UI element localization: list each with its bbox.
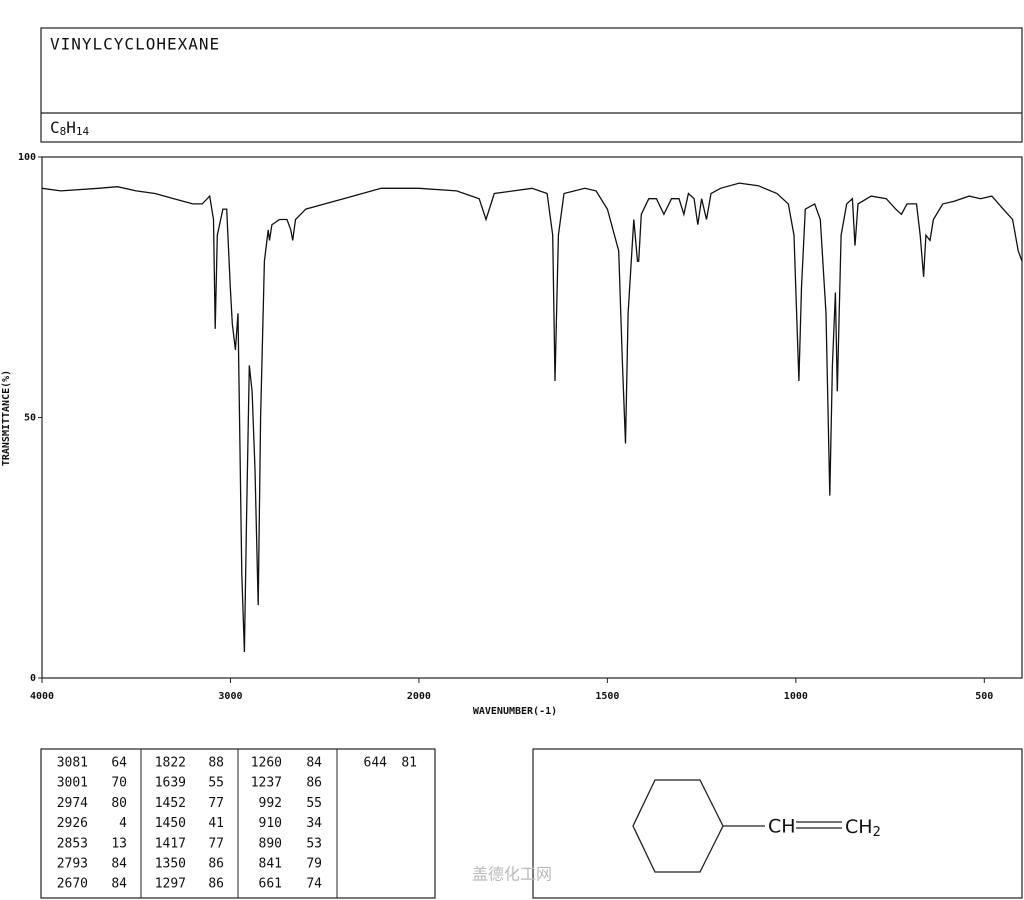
formula-part: C: [50, 118, 60, 137]
peak-transmittance: 86: [208, 877, 224, 892]
peak-wavenumber: 1350: [155, 857, 186, 872]
peak-transmittance: 70: [111, 776, 127, 791]
peak-wavenumber: 2853: [57, 836, 88, 851]
structure-label: CH: [768, 816, 796, 838]
cyclohexane-ring: [632, 779, 724, 873]
watermark: 盖德化工网: [472, 865, 552, 884]
peak-transmittance: 4: [119, 816, 127, 831]
peak-wavenumber: 644: [364, 756, 388, 771]
peak-wavenumber: 1452: [155, 796, 186, 811]
structure-box: [532, 748, 1023, 899]
peak-wavenumber: 910: [259, 816, 282, 831]
formula-part: 8: [60, 125, 67, 138]
y-tick-label: 100: [18, 152, 36, 163]
peak-transmittance: 53: [306, 836, 322, 851]
peak-wavenumber: 2926: [57, 816, 88, 831]
formula-part: 14: [76, 125, 90, 138]
peak-wavenumber: 890: [259, 836, 282, 851]
y-axis-label: TRANSMITTANCE(%): [1, 370, 12, 466]
structure-label: CH: [845, 816, 873, 838]
peak-transmittance: 81: [401, 756, 417, 771]
peak-transmittance: 74: [306, 877, 322, 892]
peak-wavenumber: 841: [259, 857, 282, 872]
y-tick-label: 0: [30, 673, 36, 684]
peak-wavenumber: 661: [259, 877, 282, 892]
x-tick-label: 500: [975, 691, 993, 702]
peak-wavenumber: 1822: [155, 756, 186, 771]
y-tick-label: 50: [24, 413, 36, 424]
peak-transmittance: 86: [208, 857, 224, 872]
peak-wavenumber: 1260: [251, 756, 282, 771]
peak-wavenumber: 2670: [57, 877, 88, 892]
x-tick-label: 2000: [407, 691, 431, 702]
peak-transmittance: 88: [208, 756, 224, 771]
structure-label: 2: [873, 825, 881, 840]
structure-label: CH2: [845, 816, 881, 840]
peak-wavenumber: 1450: [155, 816, 186, 831]
peak-transmittance: 77: [208, 836, 224, 851]
peak-transmittance: 80: [111, 796, 127, 811]
peak-transmittance: 41: [208, 816, 224, 831]
peak-transmittance: 34: [306, 816, 322, 831]
x-tick-label: 4000: [30, 691, 54, 702]
peak-transmittance: 84: [111, 877, 127, 892]
peak-transmittance: 55: [208, 776, 224, 791]
peak-transmittance: 77: [208, 796, 224, 811]
peak-wavenumber: 1417: [155, 836, 186, 851]
peak-wavenumber: 992: [259, 796, 282, 811]
peak-transmittance: 86: [306, 776, 322, 791]
peak-transmittance: 13: [111, 836, 127, 851]
peak-transmittance: 79: [306, 857, 322, 872]
peak-wavenumber: 2793: [57, 857, 88, 872]
peak-wavenumber: 3001: [57, 776, 88, 791]
spectrum-line: [41, 182, 1023, 653]
formula: C8H14: [50, 118, 90, 139]
peak-wavenumber: 2974: [57, 796, 88, 811]
peak-wavenumber: 3081: [57, 756, 88, 771]
x-tick-label: 3000: [218, 691, 242, 702]
peak-transmittance: 55: [306, 796, 322, 811]
plot-frame: [41, 156, 1023, 679]
peak-wavenumber: 1297: [155, 877, 186, 892]
formula-part: H: [66, 118, 76, 137]
x-tick-label: 1500: [595, 691, 619, 702]
peak-wavenumber: 1237: [251, 776, 282, 791]
compound-name: VINYLCYCLOHEXANE: [50, 35, 220, 54]
header-box: [40, 27, 1023, 143]
peak-transmittance: 84: [111, 857, 127, 872]
peak-wavenumber: 1639: [155, 776, 186, 791]
x-tick-label: 1000: [784, 691, 808, 702]
x-axis-label: WAVENUMBER(-1): [473, 706, 557, 717]
peak-transmittance: 84: [306, 756, 322, 771]
peak-transmittance: 64: [111, 756, 127, 771]
